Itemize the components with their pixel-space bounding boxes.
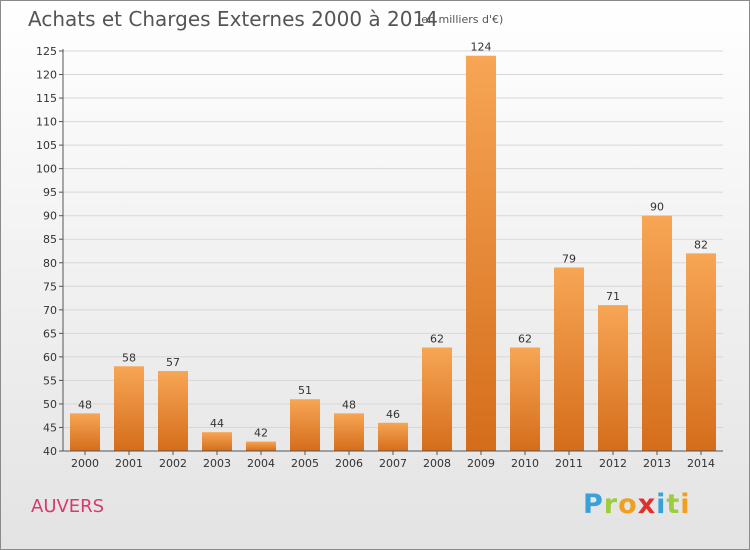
y-tick-label: 50: [43, 398, 57, 411]
y-tick-label: 120: [36, 69, 57, 82]
y-tick-label: 80: [43, 257, 57, 270]
chart-subtitle: (en milliers d'€): [417, 13, 504, 26]
bar-2009: [466, 55, 496, 452]
y-tick-label: 45: [43, 421, 57, 434]
bar-2010: [510, 347, 540, 451]
y-tick-labels: 40 45 50 55 60 65 70 75 80 85 90 95 100 105 110 115 120 1…: [36, 45, 57, 458]
data-label: 48: [78, 398, 92, 411]
data-label: 62: [430, 332, 444, 345]
data-label: 48: [342, 398, 356, 411]
y-tick-label: 70: [43, 304, 57, 317]
y-tick-label: 60: [43, 351, 57, 364]
x-tick-label: 2008: [423, 457, 451, 470]
data-label: 42: [254, 427, 268, 440]
data-label: 58: [122, 351, 136, 364]
y-tick-label: 90: [43, 210, 57, 223]
x-tick-label: 2011: [555, 457, 583, 470]
data-label: 51: [298, 384, 312, 397]
y-tick-label: 75: [43, 280, 57, 293]
logo-letter: o: [618, 489, 638, 520]
proxiti-logo[interactable]: Proxiti: [583, 489, 691, 520]
x-tick-label: 2005: [291, 457, 319, 470]
x-tick-label: 2009: [467, 457, 495, 470]
x-tick-label: 2002: [159, 457, 187, 470]
y-tick-label: 110: [36, 116, 57, 129]
data-label: 71: [606, 290, 620, 303]
y-tick-label: 40: [43, 445, 57, 458]
y-tick-label: 65: [43, 327, 57, 340]
x-tick-label: 2006: [335, 457, 363, 470]
commune-name: AUVERS: [31, 496, 105, 517]
logo-letter: P: [583, 489, 604, 520]
axes: [62, 49, 723, 452]
data-label: 124: [471, 41, 492, 54]
bar-2000: [70, 413, 100, 451]
y-tick-label: 85: [43, 233, 57, 246]
bar-2008: [422, 347, 452, 451]
x-tick-label: 2012: [599, 457, 627, 470]
x-tick-label: 2010: [511, 457, 539, 470]
bar-2007: [378, 422, 408, 451]
data-label: 79: [562, 252, 576, 265]
y-tick-label: 100: [36, 163, 57, 176]
data-label: 62: [518, 332, 532, 345]
x-tick-label: 2007: [379, 457, 407, 470]
bar-2005: [290, 399, 320, 451]
y-tick-label: 95: [43, 186, 57, 199]
logo-letter: i: [656, 489, 667, 520]
y-tick-label: 125: [36, 45, 57, 58]
bars: [70, 55, 716, 455]
y-tick-label: 105: [36, 139, 57, 152]
logo-letter: i: [680, 489, 691, 520]
bar-2003: [202, 432, 232, 451]
bar-2002: [158, 371, 188, 451]
data-label: 90: [650, 201, 664, 214]
bar-2011: [554, 267, 584, 451]
x-tick-label: 2004: [247, 457, 275, 470]
data-label: 44: [210, 417, 224, 430]
bar-2006: [334, 413, 364, 451]
x-tick-label: 2000: [71, 457, 99, 470]
x-tick-label: 2003: [203, 457, 231, 470]
x-tick-label: 2014: [687, 457, 715, 470]
x-tick-label: 2013: [643, 457, 671, 470]
logo-letter: r: [603, 489, 619, 520]
bar-2014: [686, 253, 716, 451]
data-labels: 48 58 57 44 42 51 48 46 62 124 62 79 71 90 82: [78, 41, 708, 440]
logo-letter: x: [637, 489, 657, 520]
y-tick-label: 115: [36, 92, 57, 105]
bar-2013: [642, 215, 672, 451]
bar-2001: [114, 366, 144, 451]
data-label: 82: [694, 238, 708, 251]
x-tick-labels: 2000 2001 2002 2003 2004 2005 2006 2007 2008 2009…: [71, 457, 715, 470]
chart-title: Achats et Charges Externes 2000 à 2014: [28, 7, 438, 31]
logo-letter: t: [666, 489, 681, 520]
data-label: 57: [166, 356, 180, 369]
data-label: 46: [386, 408, 400, 421]
x-tick-label: 2001: [115, 457, 143, 470]
bar-2012: [598, 305, 628, 451]
bar-2004: [246, 441, 276, 451]
y-tick-label: 55: [43, 374, 57, 387]
